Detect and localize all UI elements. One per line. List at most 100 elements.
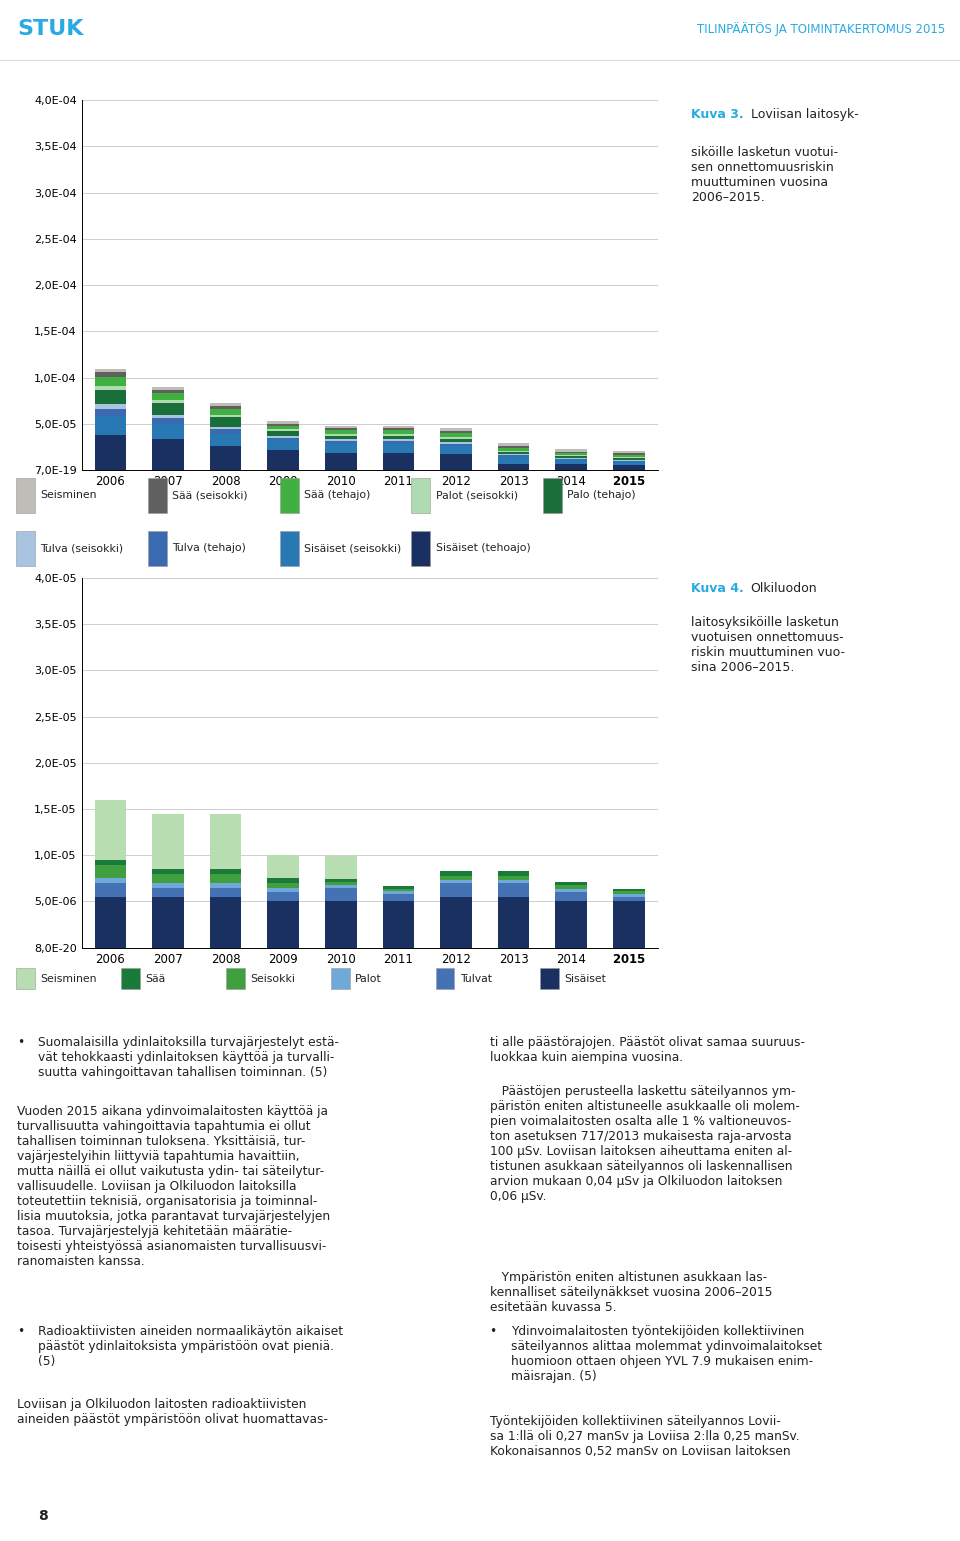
Bar bbox=[497, 445, 529, 448]
Bar bbox=[94, 371, 127, 376]
Bar bbox=[210, 869, 242, 874]
Bar bbox=[94, 376, 127, 385]
Bar bbox=[324, 425, 357, 428]
Text: Seisokki: Seisokki bbox=[251, 974, 295, 983]
Bar bbox=[94, 385, 127, 390]
Bar bbox=[382, 894, 414, 901]
Bar bbox=[267, 438, 300, 441]
Bar bbox=[497, 444, 529, 445]
FancyBboxPatch shape bbox=[16, 478, 36, 513]
Bar bbox=[440, 883, 472, 897]
FancyBboxPatch shape bbox=[412, 478, 430, 513]
FancyBboxPatch shape bbox=[226, 968, 245, 989]
Text: Sää (seisokki): Sää (seisokki) bbox=[172, 490, 248, 499]
Bar bbox=[613, 455, 645, 458]
FancyBboxPatch shape bbox=[543, 478, 562, 513]
Bar bbox=[382, 425, 414, 428]
Bar bbox=[267, 901, 300, 948]
Bar bbox=[152, 814, 184, 869]
Bar bbox=[152, 387, 184, 390]
Bar bbox=[94, 416, 127, 435]
Bar bbox=[94, 860, 127, 865]
Bar bbox=[324, 436, 357, 439]
Bar bbox=[267, 436, 300, 438]
Bar bbox=[382, 428, 414, 430]
Bar bbox=[94, 404, 127, 408]
Bar bbox=[555, 885, 588, 889]
FancyBboxPatch shape bbox=[16, 968, 36, 989]
Text: Ympäristön eniten altistunen asukkaan las-
kennalliset säteilynäkkset vuosina 20: Ympäristön eniten altistunen asukkaan la… bbox=[490, 1271, 772, 1314]
Bar bbox=[382, 430, 414, 435]
Text: Palot: Palot bbox=[355, 974, 382, 983]
Bar bbox=[382, 901, 414, 948]
Bar bbox=[440, 455, 472, 470]
Text: Sää: Sää bbox=[145, 974, 165, 983]
Bar bbox=[555, 452, 588, 453]
Bar bbox=[152, 869, 184, 874]
Bar bbox=[324, 439, 357, 441]
Text: Tulva (tehajo): Tulva (tehajo) bbox=[172, 542, 246, 553]
Bar bbox=[152, 424, 184, 439]
Bar bbox=[210, 897, 242, 948]
Bar bbox=[267, 450, 300, 470]
Bar bbox=[324, 441, 357, 444]
Bar bbox=[613, 891, 645, 894]
Bar bbox=[497, 871, 529, 875]
Bar bbox=[152, 390, 184, 393]
Text: Palot (seisokki): Palot (seisokki) bbox=[436, 490, 517, 499]
Bar bbox=[267, 878, 300, 883]
Bar bbox=[555, 459, 588, 464]
Bar bbox=[210, 814, 242, 869]
Text: Suomalaisilla ydinlaitoksilla turvajärjestelyt estä-
vät tehokkaasti ydinlaitoks: Suomalaisilla ydinlaitoksilla turvajärje… bbox=[38, 1036, 340, 1079]
Bar bbox=[267, 430, 300, 431]
Text: •: • bbox=[490, 1325, 497, 1338]
FancyBboxPatch shape bbox=[279, 478, 299, 513]
Bar bbox=[152, 399, 184, 404]
Text: Tulvat: Tulvat bbox=[460, 974, 492, 983]
Bar bbox=[324, 901, 357, 948]
Text: STUK: STUK bbox=[17, 20, 84, 39]
Bar bbox=[440, 875, 472, 880]
Text: 8: 8 bbox=[38, 1509, 48, 1523]
Bar bbox=[613, 462, 645, 465]
Bar bbox=[440, 897, 472, 948]
FancyBboxPatch shape bbox=[279, 530, 299, 566]
Bar bbox=[497, 897, 529, 948]
Bar bbox=[324, 881, 357, 885]
Bar bbox=[267, 441, 300, 450]
FancyBboxPatch shape bbox=[436, 968, 454, 989]
Bar bbox=[94, 370, 127, 371]
Bar bbox=[210, 418, 242, 427]
Bar bbox=[210, 435, 242, 445]
Bar bbox=[555, 892, 588, 901]
Bar bbox=[210, 874, 242, 883]
Bar bbox=[267, 431, 300, 436]
Bar bbox=[497, 448, 529, 450]
Bar bbox=[94, 800, 127, 860]
Bar bbox=[210, 404, 242, 407]
Text: Sää (tehajo): Sää (tehajo) bbox=[304, 490, 371, 499]
Text: Palo (tehajo): Palo (tehajo) bbox=[567, 490, 636, 499]
Bar bbox=[152, 404, 184, 415]
Text: •: • bbox=[17, 1325, 25, 1338]
Bar bbox=[613, 465, 645, 470]
Bar bbox=[210, 883, 242, 888]
Bar bbox=[555, 881, 588, 885]
Text: Loviisan ja Olkiluodon laitosten radioaktiivisten
aineiden päästöt ympäristöön o: Loviisan ja Olkiluodon laitosten radioak… bbox=[17, 1398, 328, 1425]
Bar bbox=[382, 886, 414, 889]
Text: Sisäiset: Sisäiset bbox=[564, 974, 607, 983]
Text: Työntekijöiden kollektiivinen säteilyannos Lovii-
sa 1:llä oli 0,27 manSv ja Lov: Työntekijöiden kollektiivinen säteilyann… bbox=[490, 1415, 800, 1458]
Bar bbox=[324, 435, 357, 436]
Bar bbox=[152, 415, 184, 418]
Bar bbox=[324, 444, 357, 453]
Bar bbox=[210, 430, 242, 435]
FancyBboxPatch shape bbox=[540, 968, 560, 989]
Bar bbox=[324, 880, 357, 881]
Text: ti alle päästörajojen. Päästöt olivat samaa suuruus-
luokkaa kuin aiempina vuosi: ti alle päästörajojen. Päästöt olivat sa… bbox=[490, 1036, 804, 1063]
Bar bbox=[613, 889, 645, 891]
Bar bbox=[555, 901, 588, 948]
Bar bbox=[267, 883, 300, 888]
Bar bbox=[152, 888, 184, 897]
Text: •: • bbox=[17, 1036, 25, 1048]
FancyBboxPatch shape bbox=[331, 968, 349, 989]
